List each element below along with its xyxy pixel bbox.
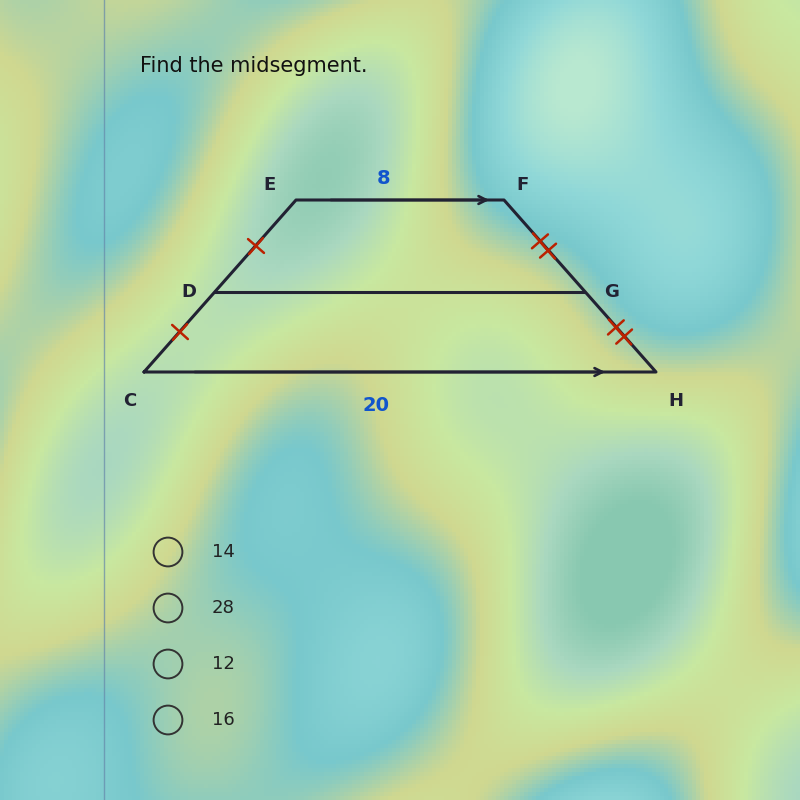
- Text: 14: 14: [212, 543, 235, 561]
- Text: F: F: [516, 176, 528, 194]
- Text: 16: 16: [212, 711, 234, 729]
- Text: Find the midsegment.: Find the midsegment.: [140, 56, 367, 76]
- Text: C: C: [122, 392, 136, 410]
- Text: G: G: [604, 283, 619, 301]
- Text: 28: 28: [212, 599, 235, 617]
- Text: E: E: [264, 176, 276, 194]
- Text: 12: 12: [212, 655, 235, 673]
- Text: 20: 20: [362, 396, 390, 415]
- Text: H: H: [668, 392, 683, 410]
- Text: D: D: [181, 283, 196, 301]
- Text: 8: 8: [377, 169, 391, 188]
